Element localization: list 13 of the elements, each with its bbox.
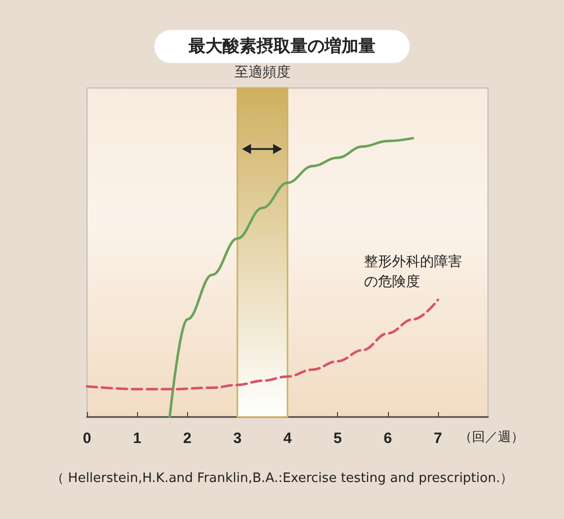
band-label: 至適頻度 xyxy=(234,64,290,80)
chart-title: 最大酸素摂取量の増加量 xyxy=(188,36,376,56)
series-label: 整形外科的障害の危険度 xyxy=(364,254,462,290)
x-tick-label: 6 xyxy=(384,430,392,447)
x-tick-label: 1 xyxy=(132,430,142,447)
x-tick-label: 0 xyxy=(82,430,92,447)
text: （ Hellerstein,H.K.and Franklin,B.A.:Exercise testing and prescription.） xyxy=(50,471,514,486)
x-tick-label: 2 xyxy=(183,430,192,447)
x-tick-label: 7 xyxy=(434,430,442,447)
x-axis-title: （回／週） xyxy=(459,430,524,445)
x-tick-label: 3 xyxy=(233,430,242,447)
x-tick-label: 4 xyxy=(283,430,292,447)
x-tick-label: 5 xyxy=(333,430,342,447)
